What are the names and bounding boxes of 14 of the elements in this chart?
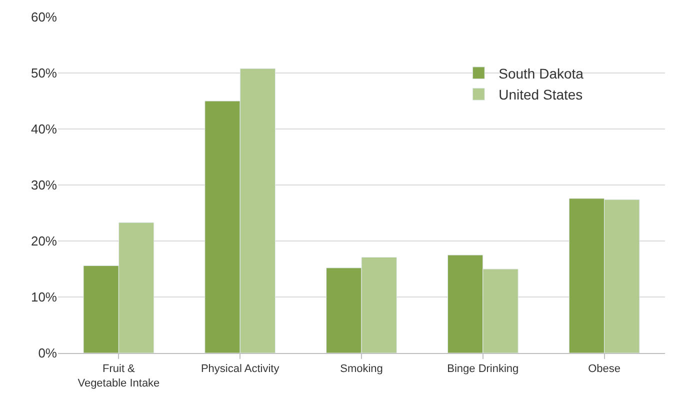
legend-label: South Dakota bbox=[498, 65, 584, 82]
x-tick-label: Binge Drinking bbox=[447, 363, 519, 376]
y-tick-label: 40% bbox=[30, 122, 58, 137]
y-tick-label: 60% bbox=[30, 10, 58, 25]
y-tick-label: 10% bbox=[30, 290, 58, 305]
legend-label: United States bbox=[498, 86, 583, 103]
y-tick-label: 0% bbox=[38, 346, 58, 361]
x-tick-label: Smoking bbox=[340, 363, 383, 376]
x-tick-label: Fruit & Vegetable Intake bbox=[78, 363, 160, 390]
y-tick-label: 50% bbox=[30, 66, 58, 81]
y-tick-label: 20% bbox=[30, 234, 58, 249]
y-tick-label: 30% bbox=[30, 178, 58, 193]
x-tick-label: Obese bbox=[588, 363, 621, 376]
x-tick-label: Physical Activity bbox=[200, 363, 280, 376]
